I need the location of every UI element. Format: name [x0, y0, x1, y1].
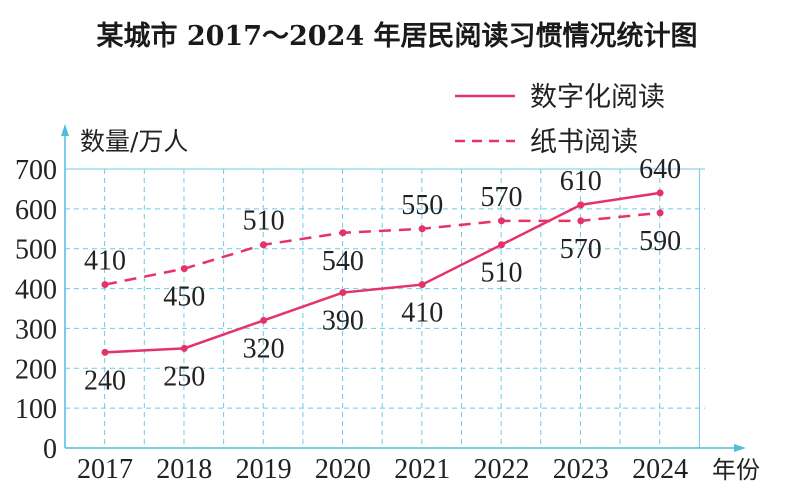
data-point	[577, 217, 585, 225]
data-point	[180, 344, 188, 352]
data-point	[339, 289, 347, 297]
data-point	[339, 229, 347, 237]
chart-title: 某城市 2017～2024 年居民阅读习惯情况统计图	[96, 20, 697, 52]
data-label: 410	[401, 298, 443, 329]
x-tick-label: 2021	[394, 454, 450, 485]
data-point	[498, 241, 505, 249]
series-line-digital	[104, 191, 661, 354]
legend: 数字化阅读 纸书阅读	[455, 82, 665, 158]
data-label: 250	[163, 361, 205, 392]
tick-labels: 0 100 200 300 400 500 600 700 2017 2018 2019 2020 20…	[15, 155, 688, 485]
data-label: 450	[163, 282, 205, 313]
grid	[65, 168, 705, 448]
data-point	[577, 201, 585, 209]
y-tick-label: 0	[43, 434, 57, 465]
y-tick-label: 700	[15, 155, 57, 186]
x-tick-label: 2017	[77, 454, 133, 485]
data-point	[418, 225, 426, 233]
data-label: 510	[481, 258, 523, 289]
series: 240 250 320 390 410 510 610 640 410 450 510 540 550 5…	[84, 154, 681, 396]
y-tick-label: 300	[15, 314, 57, 345]
y-tick-label: 100	[15, 394, 57, 425]
x-axis-arrow-icon	[734, 444, 746, 452]
data-point	[180, 265, 188, 273]
y-axis-label: 数量/万人	[80, 127, 188, 156]
data-label: 570	[560, 234, 602, 265]
data-label: 550	[401, 190, 443, 221]
data-point	[498, 217, 505, 225]
legend-label-digital: 数字化阅读	[530, 82, 665, 113]
y-tick-label: 500	[15, 235, 57, 266]
data-point	[260, 241, 268, 249]
data-point	[418, 281, 426, 289]
y-axis-arrow-icon	[61, 124, 69, 136]
data-label: 570	[481, 182, 523, 213]
x-axis-label: 年份	[712, 456, 760, 484]
data-label: 510	[243, 206, 285, 237]
data-point	[260, 316, 268, 324]
y-tick-label: 400	[15, 275, 57, 306]
x-tick-label: 2022	[474, 454, 530, 485]
data-label: 540	[322, 246, 364, 277]
data-label: 610	[560, 166, 602, 197]
data-label: 640	[639, 154, 681, 185]
data-point	[656, 209, 664, 217]
data-label: 410	[84, 246, 126, 277]
data-point	[656, 189, 664, 197]
x-tick-label: 2024	[632, 454, 688, 485]
x-tick-label: 2019	[236, 454, 292, 485]
data-point	[101, 348, 109, 356]
data-label: 390	[322, 306, 364, 337]
x-tick-label: 2023	[553, 454, 609, 485]
legend-label-paper: 纸书阅读	[530, 127, 638, 158]
x-tick-label: 2018	[156, 454, 212, 485]
y-tick-label: 600	[15, 195, 57, 226]
axes	[61, 124, 746, 452]
data-label: 590	[639, 226, 681, 257]
x-tick-label: 2020	[315, 454, 371, 485]
series-line-paper	[104, 211, 661, 286]
y-tick-label: 200	[15, 354, 57, 385]
data-label: 320	[243, 333, 285, 364]
data-label: 240	[84, 365, 126, 396]
data-point	[101, 281, 109, 289]
